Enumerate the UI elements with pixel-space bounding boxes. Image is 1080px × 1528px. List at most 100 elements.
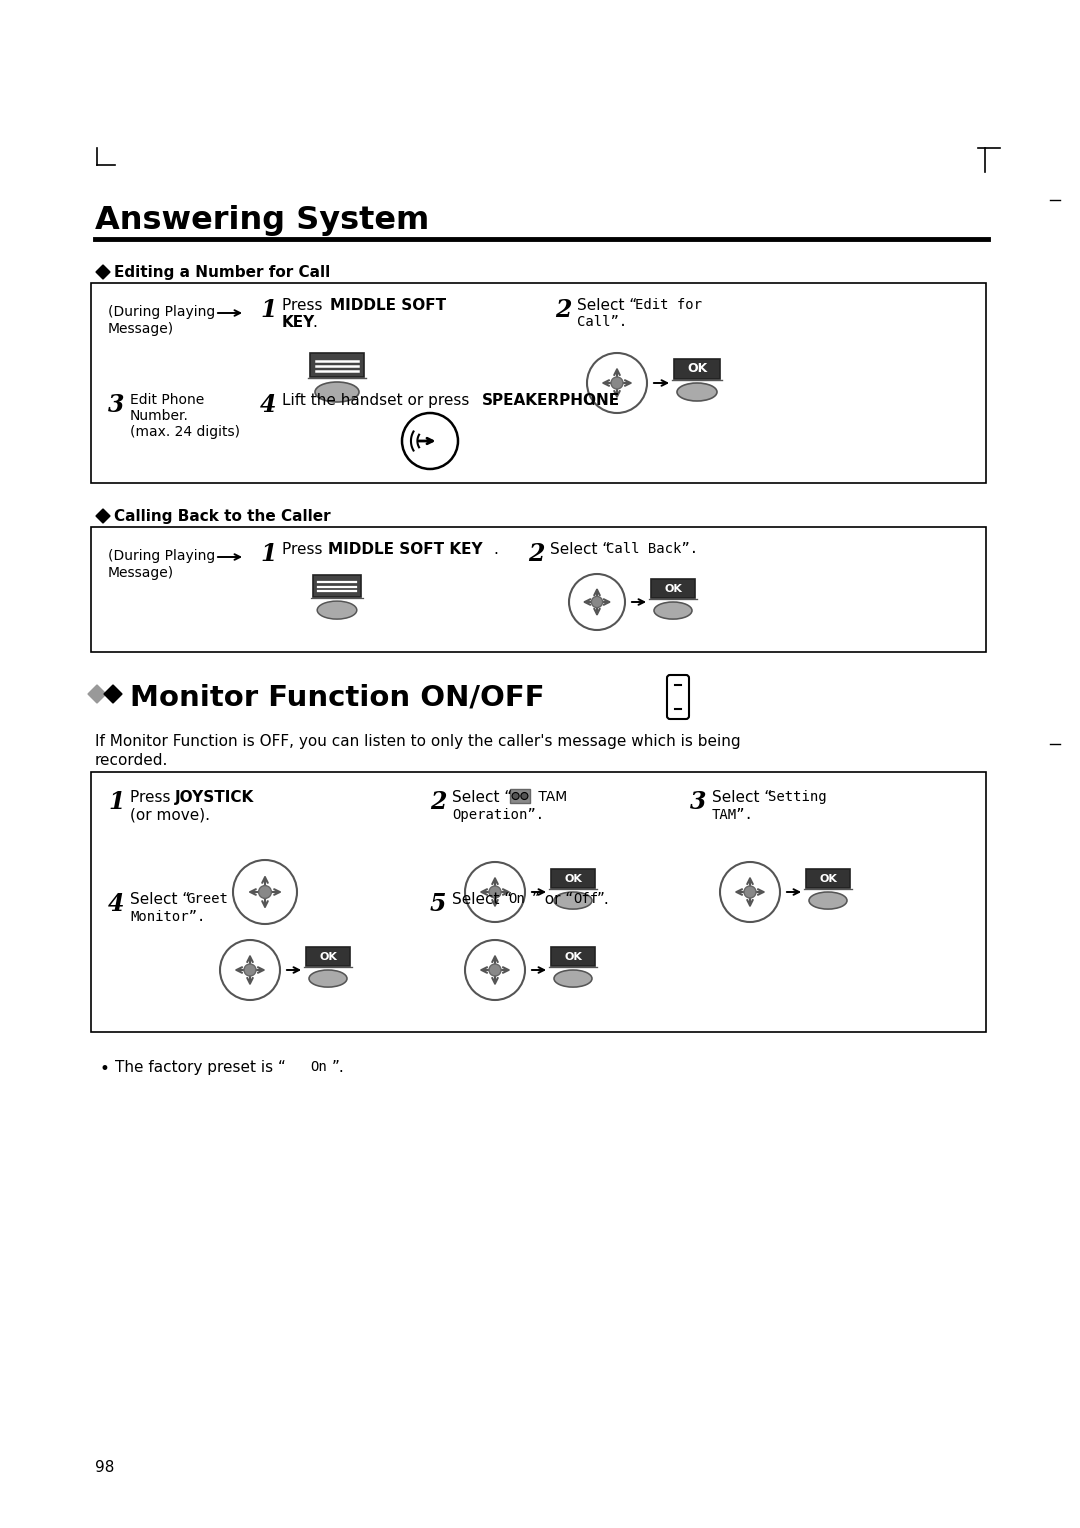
Bar [91, 772, 986, 1031]
Polygon shape [87, 685, 106, 703]
Circle shape [402, 413, 458, 469]
Text: Call Back”.: Call Back”. [606, 542, 698, 556]
Bar [310, 353, 364, 377]
Text: recorded.: recorded. [95, 753, 168, 769]
Text: OK: OK [564, 874, 582, 883]
Text: OK: OK [564, 952, 582, 961]
Text: 2: 2 [555, 298, 571, 322]
Circle shape [720, 862, 780, 921]
Circle shape [220, 940, 280, 999]
Text: Edit for: Edit for [635, 298, 702, 312]
Text: Select “: Select “ [453, 790, 512, 805]
Text: Call”.: Call”. [577, 315, 627, 329]
Text: If Monitor Function is OFF, you can listen to only the caller's message which is: If Monitor Function is OFF, you can list… [95, 733, 741, 749]
Text: 1: 1 [108, 790, 124, 814]
Text: Select “: Select “ [550, 542, 610, 558]
Circle shape [233, 860, 297, 924]
Text: 5: 5 [430, 892, 446, 915]
Circle shape [465, 862, 525, 921]
Circle shape [258, 886, 271, 898]
Text: Message): Message) [108, 565, 174, 581]
Text: •: • [100, 1060, 110, 1077]
Text: SPEAKERPHONE: SPEAKERPHONE [482, 393, 620, 408]
Circle shape [744, 886, 756, 898]
Text: .: . [492, 542, 498, 558]
Text: Select “: Select “ [130, 892, 190, 908]
Text: ”.: ”. [597, 892, 610, 908]
Bar [91, 283, 986, 483]
Text: Edit Phone: Edit Phone [130, 393, 204, 406]
Text: On: On [508, 892, 525, 906]
Text: Operation”.: Operation”. [453, 808, 544, 822]
Text: OK: OK [819, 874, 837, 883]
Bar [313, 575, 362, 596]
Text: Number.: Number. [130, 410, 189, 423]
Bar [806, 869, 850, 888]
Text: 4: 4 [108, 892, 124, 915]
Text: Editing a Number for Call: Editing a Number for Call [114, 264, 330, 280]
Text: Off: Off [573, 892, 598, 906]
Text: MIDDLE SOFT: MIDDLE SOFT [330, 298, 446, 313]
Bar [510, 788, 530, 804]
Text: TAM”.: TAM”. [712, 808, 754, 822]
Text: Press: Press [130, 790, 175, 805]
Text: (During Playing: (During Playing [108, 549, 215, 562]
Ellipse shape [309, 970, 347, 987]
Text: Select “: Select “ [453, 892, 512, 908]
Text: Lift the handset or press: Lift the handset or press [282, 393, 474, 408]
Ellipse shape [318, 601, 356, 619]
Bar [674, 359, 720, 379]
Text: 4: 4 [260, 393, 276, 417]
Text: (During Playing: (During Playing [108, 306, 215, 319]
Text: .: . [312, 315, 316, 330]
Circle shape [244, 964, 256, 976]
Polygon shape [96, 509, 110, 523]
Text: ”.: ”. [332, 1060, 345, 1076]
Circle shape [592, 596, 603, 608]
Text: 2: 2 [528, 542, 544, 565]
Text: 3: 3 [108, 393, 124, 417]
Bar [306, 947, 350, 966]
Text: Monitor”.: Monitor”. [130, 911, 205, 924]
Bar [551, 947, 595, 966]
Circle shape [588, 353, 647, 413]
Circle shape [569, 575, 625, 630]
Text: The factory preset is “: The factory preset is “ [114, 1060, 286, 1076]
Text: Monitor Function ON/OFF: Monitor Function ON/OFF [130, 685, 544, 712]
Circle shape [512, 793, 519, 799]
Circle shape [611, 377, 623, 390]
Ellipse shape [809, 892, 847, 909]
Text: Select “: Select “ [577, 298, 637, 313]
Text: 1: 1 [260, 542, 276, 565]
Text: 98: 98 [95, 1459, 114, 1475]
Text: 3: 3 [690, 790, 706, 814]
Ellipse shape [654, 602, 692, 619]
Text: OK: OK [687, 362, 707, 376]
Bar [651, 579, 694, 597]
Text: 1: 1 [260, 298, 276, 322]
Ellipse shape [315, 382, 359, 402]
Circle shape [465, 940, 525, 999]
Polygon shape [104, 685, 122, 703]
Text: TAM: TAM [534, 790, 567, 804]
Text: OK: OK [319, 952, 337, 961]
Text: KEY: KEY [282, 315, 315, 330]
Text: Calling Back to the Caller: Calling Back to the Caller [114, 509, 330, 524]
Bar [551, 869, 595, 888]
Text: .: . [590, 393, 595, 408]
Text: MIDDLE SOFT KEY: MIDDLE SOFT KEY [328, 542, 483, 558]
Text: Select “: Select “ [712, 790, 772, 805]
Circle shape [489, 964, 501, 976]
Ellipse shape [677, 384, 717, 400]
Bar [91, 527, 986, 652]
Polygon shape [96, 264, 110, 280]
Text: OK: OK [664, 584, 681, 594]
Ellipse shape [554, 892, 592, 909]
Text: Setting: Setting [768, 790, 826, 804]
Text: 2: 2 [430, 790, 446, 814]
Text: JOYSTICK: JOYSTICK [175, 790, 254, 805]
Text: ” or “: ” or “ [532, 892, 573, 908]
Text: (or move).: (or move). [130, 808, 210, 824]
Circle shape [521, 793, 528, 799]
FancyBboxPatch shape [667, 675, 689, 720]
